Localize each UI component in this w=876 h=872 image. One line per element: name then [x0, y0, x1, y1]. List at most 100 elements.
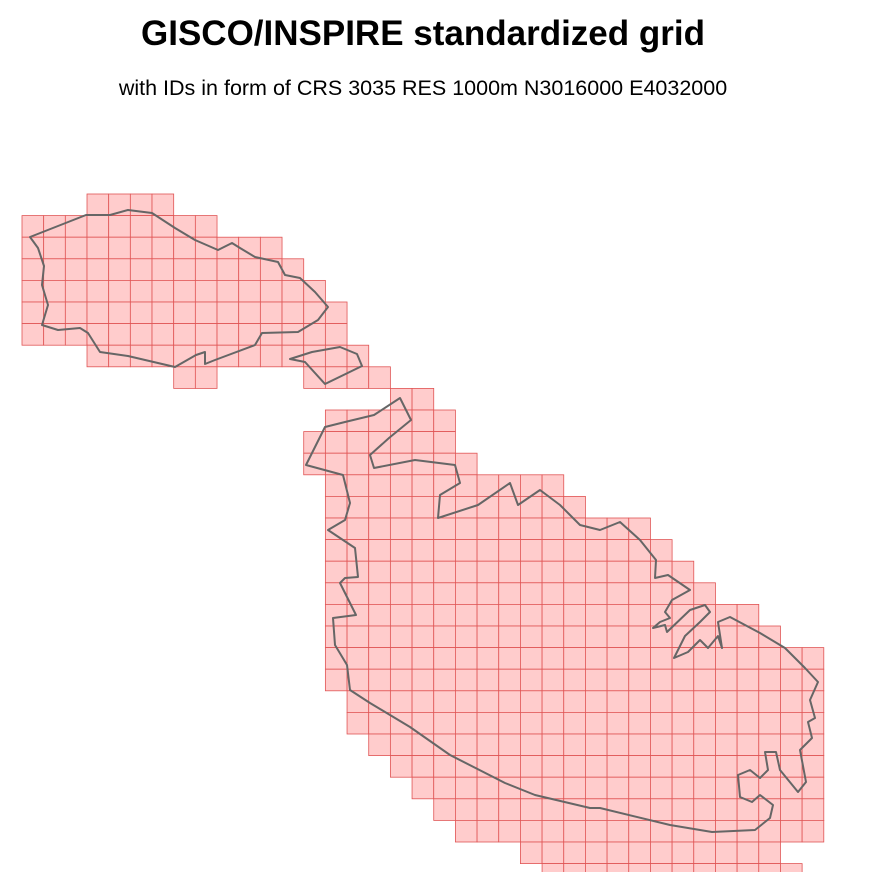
- grid-cell: [476, 539, 500, 562]
- grid-cell: [324, 409, 348, 433]
- grid-cell: [606, 820, 630, 843]
- grid-cell: [259, 344, 283, 368]
- grid-cell: [216, 258, 240, 281]
- grid-cell: [606, 604, 630, 627]
- grid-cell: [606, 517, 630, 541]
- grid-cell: [64, 279, 88, 303]
- grid-cell: [411, 647, 435, 670]
- grid-cell: [368, 495, 391, 519]
- grid-cell: [368, 474, 391, 497]
- grid-cell: [411, 539, 435, 562]
- grid-cell: [64, 301, 88, 325]
- grid-cell: [433, 690, 456, 713]
- grid-cell: [628, 625, 651, 649]
- grid-cell: [389, 539, 413, 562]
- grid-cell: [693, 647, 716, 670]
- grid-cell: [259, 301, 283, 325]
- grid-cell: [628, 582, 651, 605]
- grid-cell: [671, 798, 695, 821]
- grid-cell: [454, 690, 478, 713]
- grid-cell: [454, 452, 478, 476]
- grid-cell: [736, 668, 760, 692]
- grid-cell: [520, 517, 543, 541]
- grid-cell: [498, 495, 521, 519]
- grid-cell: [541, 517, 565, 541]
- grid-cell: [64, 258, 88, 281]
- grid-cell: [368, 409, 391, 433]
- grid-cell: [86, 236, 110, 260]
- grid-cell: [498, 474, 521, 497]
- grid-cell: [173, 366, 196, 389]
- grid-cell: [173, 301, 196, 325]
- grid-cell: [346, 582, 370, 605]
- grid-cell: [433, 625, 456, 649]
- grid-cell: [520, 690, 543, 713]
- grid-cell: [498, 712, 521, 735]
- grid-cell: [151, 193, 175, 217]
- grid-cell: [389, 495, 413, 519]
- grid-cell: [346, 647, 370, 670]
- grid-cell: [368, 625, 391, 649]
- grid-cell: [411, 431, 435, 454]
- grid-cell: [498, 582, 521, 605]
- grid-cell: [151, 279, 175, 303]
- grid-cell: [433, 776, 456, 800]
- grid-cell: [108, 301, 131, 325]
- grid-cell: [433, 517, 456, 541]
- grid-cell: [498, 820, 521, 843]
- grid-cell: [454, 820, 478, 843]
- grid-cell: [346, 517, 370, 541]
- grid-cell: [736, 863, 760, 872]
- grid-cell: [736, 625, 760, 649]
- grid-cell: [585, 712, 608, 735]
- grid-cell: [758, 690, 781, 713]
- grid-cell: [64, 323, 88, 346]
- grid-cell: [520, 539, 543, 562]
- grid-cell: [368, 604, 391, 627]
- grid-cell: [411, 625, 435, 649]
- grid-cell: [476, 820, 500, 843]
- grid-cell: [736, 841, 760, 865]
- grid-cell: [628, 733, 651, 757]
- grid-cell: [541, 820, 565, 843]
- grid-cell: [758, 712, 781, 735]
- grid-cell: [129, 301, 153, 325]
- grid-cell: [433, 647, 456, 670]
- grid-cell: [693, 755, 716, 778]
- grid-cell: [693, 798, 716, 821]
- grid-cell: [324, 431, 348, 454]
- grid-cell: [650, 582, 673, 605]
- grid-cell: [606, 647, 630, 670]
- grid-cell: [541, 560, 565, 584]
- grid-cell: [780, 647, 803, 670]
- grid-cell: [715, 755, 738, 778]
- grid-cell: [173, 258, 196, 281]
- grid-cell: [389, 582, 413, 605]
- grid-cell: [520, 647, 543, 670]
- grid-cell: [454, 776, 478, 800]
- grid-cell: [671, 863, 695, 872]
- grid-cell: [108, 236, 131, 260]
- grid-cell: [715, 712, 738, 735]
- grid-cell: [541, 668, 565, 692]
- grid-cell: [43, 236, 66, 260]
- grid-cell: [498, 647, 521, 670]
- grid-cell: [368, 668, 391, 692]
- grid-cell: [389, 625, 413, 649]
- grid-cell: [389, 517, 413, 541]
- grid-cell: [520, 582, 543, 605]
- grid-cell: [476, 582, 500, 605]
- grid-cell: [498, 604, 521, 627]
- grid-cell: [411, 582, 435, 605]
- grid-cell: [541, 841, 565, 865]
- grid-cell: [389, 690, 413, 713]
- grid-cell: [801, 820, 825, 843]
- grid-cell: [780, 863, 803, 872]
- grid-cell: [563, 582, 586, 605]
- grid-cell: [454, 712, 478, 735]
- grid-cell: [541, 647, 565, 670]
- grid-cell: [346, 712, 370, 735]
- grid-cell: [606, 539, 630, 562]
- grid-cell: [715, 798, 738, 821]
- grid-cell: [216, 323, 240, 346]
